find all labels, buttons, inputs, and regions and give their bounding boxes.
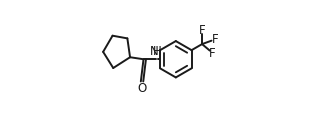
Text: O: O xyxy=(137,82,147,95)
Text: F: F xyxy=(199,24,205,37)
Text: N: N xyxy=(150,45,159,58)
Text: F: F xyxy=(209,47,216,60)
Text: F: F xyxy=(212,33,218,46)
Text: H: H xyxy=(153,45,161,58)
